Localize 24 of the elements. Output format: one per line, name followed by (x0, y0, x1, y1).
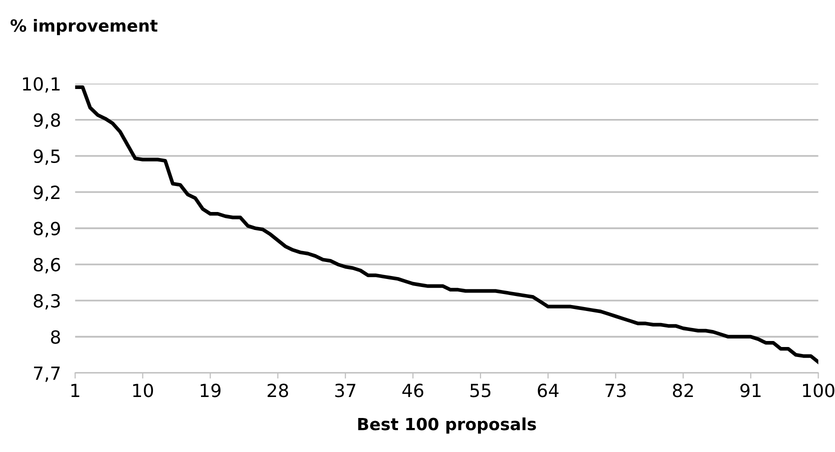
x-tick-label: 28 (268, 384, 288, 398)
x-tick-label: 91 (740, 384, 761, 398)
x-tick-label: 100 (803, 384, 834, 398)
y-tick-label: 9,2 (34, 186, 60, 202)
line-series (75, 85, 818, 364)
y-axis-title: % improvement (10, 18, 158, 36)
x-tick-label: 55 (470, 384, 490, 398)
x-tick-label: 37 (335, 384, 356, 398)
x-tick-label: 82 (672, 384, 693, 398)
x-tick-label: 10 (133, 384, 153, 398)
x-tick-label: 64 (538, 384, 559, 398)
y-tick-label: 8,3 (34, 294, 60, 310)
y-tick-label: 9,5 (34, 149, 60, 165)
y-tick-label: 8,6 (34, 258, 60, 274)
x-tick-label: 1 (71, 384, 80, 398)
x-tick-label: 19 (200, 384, 220, 398)
x-tick-label: 73 (606, 384, 626, 398)
y-tick-label: 8,9 (34, 222, 60, 238)
y-tick-label: 8 (51, 330, 60, 344)
y-tick-label: 9,8 (34, 113, 60, 129)
x-tick-label: 46 (402, 384, 424, 398)
y-tick-label: 7,7 (34, 366, 60, 382)
y-tick-label: 10,1 (23, 77, 60, 93)
x-axis-title: Best 100 proposals (358, 417, 536, 434)
